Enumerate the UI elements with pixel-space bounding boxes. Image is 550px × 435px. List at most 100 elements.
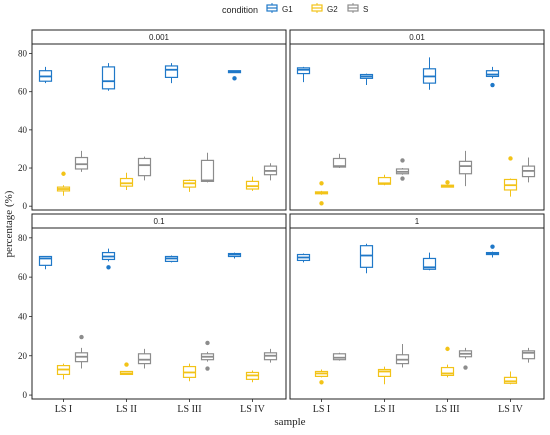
box-ls-i-g2: [56, 171, 71, 196]
box-iqr: [245, 180, 260, 190]
legend-item-g2: G2: [311, 3, 338, 14]
facet-plot-area: [289, 43, 545, 211]
box-ls-iv-g1: [227, 70, 242, 81]
box-ls-iii-g1: [164, 255, 179, 263]
facet-panel-0-001: 0.001 0 20 40 60 80: [18, 29, 287, 211]
box-ls-i-g1: [296, 66, 311, 83]
box-ls-ii-g1: [101, 248, 116, 270]
box-ls-iv-s: [521, 157, 536, 183]
y-tick-label: 60: [18, 87, 28, 97]
box-ls-iii-g1: [164, 63, 179, 84]
box-ls-i-g2: [314, 369, 329, 385]
legend-item-g1: G1: [266, 3, 293, 14]
box-outlier-point: [319, 181, 324, 186]
x-tick-label: LS III: [435, 404, 459, 415]
x-tick-label: LS IV: [498, 404, 524, 415]
y-tick-label: 60: [18, 272, 28, 282]
box-ls-i-g2: [56, 363, 71, 380]
box-outlier-point: [445, 180, 450, 185]
box-ls-iv-g1: [485, 244, 500, 258]
x-tick-label: LS III: [177, 404, 201, 415]
box-ls-iii-s: [200, 340, 215, 371]
legend-label: G1: [282, 5, 293, 14]
legend-item-s: S: [347, 3, 368, 14]
box-outlier-point: [232, 76, 237, 81]
box-ls-ii-g2: [119, 362, 134, 376]
box-ls-iii-s: [458, 347, 473, 370]
legend-label: G2: [327, 5, 338, 14]
x-tick-label: LS I: [55, 404, 73, 415]
box-ls-iv-s: [521, 347, 536, 363]
box-iqr: [38, 255, 53, 266]
box-outlier-point: [508, 156, 513, 161]
box-ls-ii-s: [395, 343, 410, 368]
box-ls-i-s: [332, 352, 347, 361]
legend: condition G1 G2 S: [222, 3, 368, 15]
facet-strip-label: 1: [415, 217, 420, 226]
box-iqr: [359, 245, 374, 268]
box-iqr: [74, 156, 89, 170]
box-outlier-point: [124, 362, 129, 367]
box-iqr: [521, 350, 536, 360]
box-iqr: [332, 157, 347, 168]
box-ls-ii-g2: [119, 172, 134, 190]
facet-plot-area: [289, 227, 545, 400]
axes: percentage (%) sample: [3, 190, 306, 428]
box-outlier-point: [319, 201, 324, 206]
box-ls-i-s: [74, 150, 89, 172]
y-tick-label: 20: [18, 351, 28, 361]
box-outlier-point: [61, 171, 66, 176]
legend-title: condition: [222, 5, 258, 15]
box-outlier-point: [490, 82, 495, 88]
box-ls-iii-g2: [440, 346, 455, 378]
box-ls-iv-g1: [227, 252, 242, 259]
box-ls-iii-g2: [440, 180, 455, 188]
box-ls-iii-g2: [182, 179, 197, 192]
y-tick-label: 80: [18, 49, 28, 59]
box-iqr: [377, 368, 392, 377]
box-iqr: [101, 66, 116, 90]
box-iqr: [458, 160, 473, 175]
box-ls-iv-s: [263, 163, 278, 181]
box-ls-iv-g2: [503, 156, 518, 197]
facet-strip-label: 0.1: [153, 217, 165, 226]
y-tick-label: 0: [23, 390, 28, 400]
box-iqr: [137, 353, 152, 365]
box-outlier-point: [490, 244, 495, 249]
box-ls-iii-g1: [422, 57, 437, 90]
box-iqr: [119, 177, 134, 187]
box-iqr: [440, 366, 455, 377]
facet-strip-label: 0.01: [409, 33, 425, 42]
facet-panel-0-1: 0.1 0 20 40 60 80 LS I LS II LS III LS IV: [18, 213, 287, 415]
box-ls-iii-g2: [182, 363, 197, 382]
box-ls-ii-g2: [377, 366, 392, 385]
box-ls-ii-g2: [377, 174, 392, 186]
box-outlier-point: [463, 365, 468, 370]
facet-plot-area: [31, 227, 287, 400]
facet-panel-0-01: 0.01: [289, 29, 545, 211]
box-ls-iv-g1: [485, 66, 500, 88]
box-iqr: [332, 353, 347, 361]
box-outlier-point: [205, 340, 210, 346]
box-iqr: [422, 257, 437, 270]
box-iqr: [485, 70, 500, 78]
box-ls-iv-g2: [503, 371, 518, 385]
box-ls-i-g1: [296, 253, 311, 263]
box-ls-ii-g1: [101, 63, 116, 91]
facet-panels: 0.001 0 20 40 60 80 0.01 0.1 0 20 40 60 80 LS I LS II L…: [18, 29, 545, 415]
facet-panel-1: 1 LS I LS II LS III LS IV: [289, 213, 545, 415]
box-ls-i-s: [74, 334, 89, 369]
y-tick-label: 20: [18, 163, 28, 173]
box-outlier-point: [205, 366, 210, 371]
box-ls-i-s: [332, 153, 347, 169]
y-tick-label: 40: [18, 311, 28, 321]
box-ls-iv-s: [263, 348, 278, 363]
box-ls-i-g1: [38, 255, 53, 270]
box-ls-ii-g1: [359, 243, 374, 274]
box-outlier-point: [79, 334, 84, 340]
box-iqr: [377, 176, 392, 185]
box-outlier-point: [400, 176, 405, 181]
box-ls-ii-g1: [359, 73, 374, 86]
